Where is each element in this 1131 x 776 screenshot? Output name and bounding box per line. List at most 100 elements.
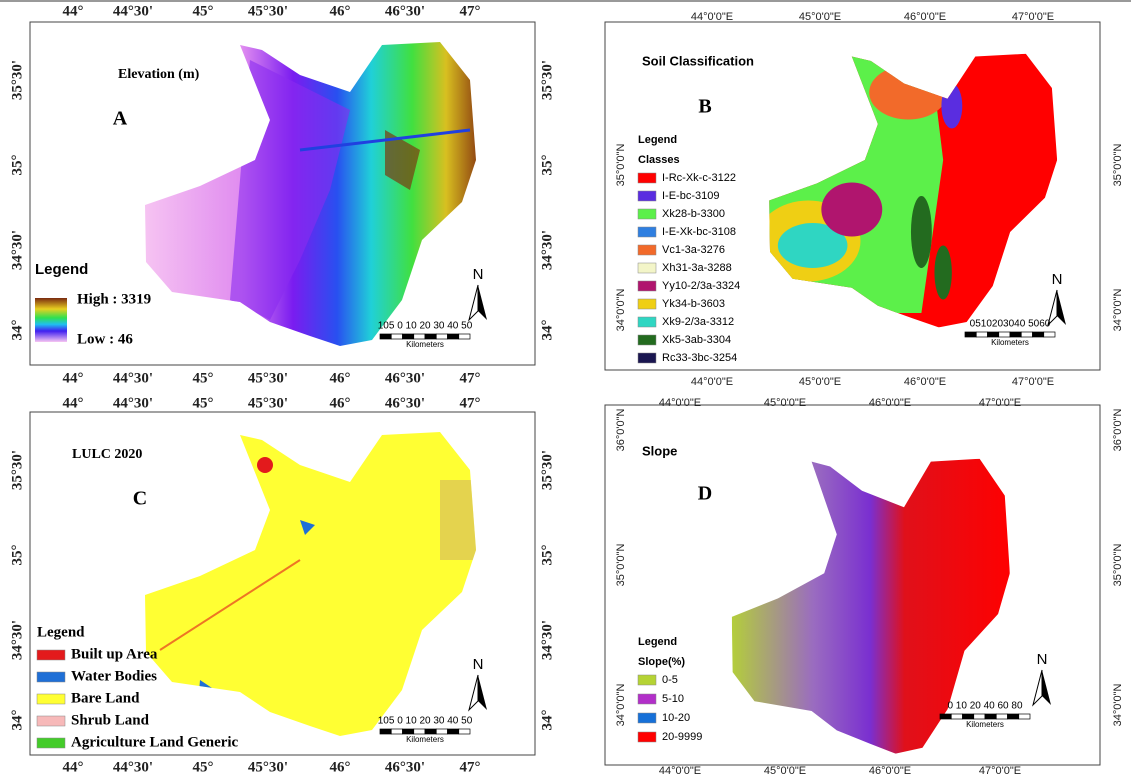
- legend-title: Legend: [638, 134, 677, 146]
- legend-label: Xh31-3a-3288: [662, 262, 732, 274]
- north-arrow: [478, 285, 487, 320]
- scale-labels: 105 0 10 20 30 40 50: [378, 321, 473, 332]
- scale-bar: [962, 713, 975, 720]
- scale-bar: [975, 331, 988, 338]
- lat-label: 34°0'0"N: [615, 684, 627, 727]
- legend-swatch: [637, 190, 657, 202]
- legend-swatch: [36, 737, 66, 749]
- lon-label: 46°0'0"E: [869, 765, 911, 776]
- panel: 44° 44° 44°30' 44°30' 45° 45° 45°30' 45°30' 46° 4…: [9, 395, 555, 775]
- legend-swatch: [637, 334, 657, 346]
- scale-bar: [973, 713, 986, 720]
- legend-title: Legend: [35, 261, 88, 278]
- legend-label: 10-20: [662, 712, 690, 724]
- lon-label: 45°0'0"E: [764, 397, 806, 409]
- lat-label: 35°30': [539, 450, 555, 490]
- scale-bar: [390, 728, 403, 735]
- legend-label: Yk34-b-3603: [662, 298, 725, 310]
- legend-subtitle: Classes: [638, 154, 680, 166]
- legend-label: 5-10: [662, 693, 684, 705]
- lat-label: 34°30': [9, 230, 25, 270]
- lat-label: 34°30': [9, 620, 25, 660]
- north-label: N: [1037, 651, 1048, 668]
- scale-bar: [402, 333, 415, 340]
- lon-label: 46°30': [385, 759, 425, 775]
- scale-bar: [424, 728, 437, 735]
- north-label: N: [473, 656, 484, 673]
- lat-label: 34°: [9, 710, 25, 731]
- lon-label: 44°: [63, 395, 84, 411]
- legend-swatch: [637, 731, 657, 743]
- lon-label: 47°0'0"E: [979, 765, 1021, 776]
- north-arrow: [478, 675, 487, 710]
- lon-label: 45°0'0"E: [799, 376, 841, 388]
- north-arrow: [468, 284, 479, 322]
- panel-letter: A: [113, 108, 128, 130]
- scale-bar: [1043, 331, 1056, 338]
- lon-label: 47°0'0"E: [979, 397, 1021, 409]
- lon-label: 46°30': [385, 370, 425, 386]
- lon-label: 45°0'0"E: [764, 765, 806, 776]
- lon-label: 44°30': [113, 395, 153, 411]
- lon-label: 47°: [460, 395, 481, 411]
- lat-label: 36°0'0"N: [1112, 409, 1124, 452]
- legend-label: Built up Area: [71, 646, 158, 662]
- lat-label: 35°: [539, 155, 555, 176]
- lon-label: 47°: [460, 759, 481, 775]
- lat-label: 35°: [9, 545, 25, 566]
- lon-label: 46°: [330, 759, 351, 775]
- legend-label: Bare Land: [71, 690, 140, 706]
- lon-label: 47°0'0"E: [1012, 11, 1054, 23]
- scale-unit: Kilometers: [406, 340, 444, 349]
- scale-bar: [1020, 331, 1033, 338]
- scale-bar: [424, 333, 437, 340]
- panel-title: Slope: [642, 443, 677, 458]
- legend-label: Shrub Land: [71, 712, 150, 728]
- lon-label: 45°: [193, 759, 214, 775]
- lon-label: 46°: [330, 3, 351, 19]
- lon-label: 44°: [63, 3, 84, 19]
- scale-labels: 0510203040 5060: [970, 319, 1051, 330]
- legend-swatch: [637, 262, 657, 274]
- legend-swatch: [637, 226, 657, 238]
- scale-labels: 105 0 10 20 30 40 50: [378, 716, 473, 727]
- north-arrow: [1032, 669, 1043, 707]
- lon-label: 45°30': [248, 759, 288, 775]
- legend-high: High : 3319: [77, 291, 151, 307]
- legend-swatch: [637, 244, 657, 256]
- scale-bar: [1032, 331, 1045, 338]
- legend-swatch: [637, 208, 657, 220]
- lon-label: 46°0'0"E: [904, 376, 946, 388]
- north-arrow: [468, 674, 479, 712]
- lat-label: 34°: [539, 320, 555, 341]
- lon-label: 45°30': [248, 3, 288, 19]
- panel-title: Soil Classification: [642, 53, 754, 68]
- legend-swatch: [36, 715, 66, 727]
- scale-bar: [950, 713, 963, 720]
- panel: 44°0'0"E 44°0'0"E 45°0'0"E 45°0'0"E 46°0'0"E…: [615, 11, 1124, 388]
- lat-label: 35°: [539, 545, 555, 566]
- north-arrow: [1047, 289, 1058, 327]
- scale-bar: [379, 333, 392, 340]
- scale-unit: Kilometers: [406, 735, 444, 744]
- legend-swatch: [637, 352, 657, 364]
- lat-label: 35°: [9, 155, 25, 176]
- legend-label: I-E-bc-3109: [662, 190, 719, 202]
- scale-bar: [435, 728, 448, 735]
- scale-bar: [998, 331, 1011, 338]
- lon-label: 45°0'0"E: [799, 11, 841, 23]
- lon-label: 46°: [330, 370, 351, 386]
- lat-label: 35°30': [9, 450, 25, 490]
- lat-label: 34°30': [539, 230, 555, 270]
- legend-swatch: [637, 674, 657, 686]
- legend-label: Vc1-3a-3276: [662, 244, 725, 256]
- legend-label: 0-5: [662, 674, 678, 686]
- lat-label: 34°0'0"N: [1112, 684, 1124, 727]
- lon-label: 47°: [460, 370, 481, 386]
- scale-bar: [984, 713, 997, 720]
- legend-label: Yy10-2/3a-3324: [662, 280, 740, 292]
- scale-bar: [435, 333, 448, 340]
- legend-swatch: [36, 649, 66, 661]
- panel-letter: D: [698, 483, 712, 505]
